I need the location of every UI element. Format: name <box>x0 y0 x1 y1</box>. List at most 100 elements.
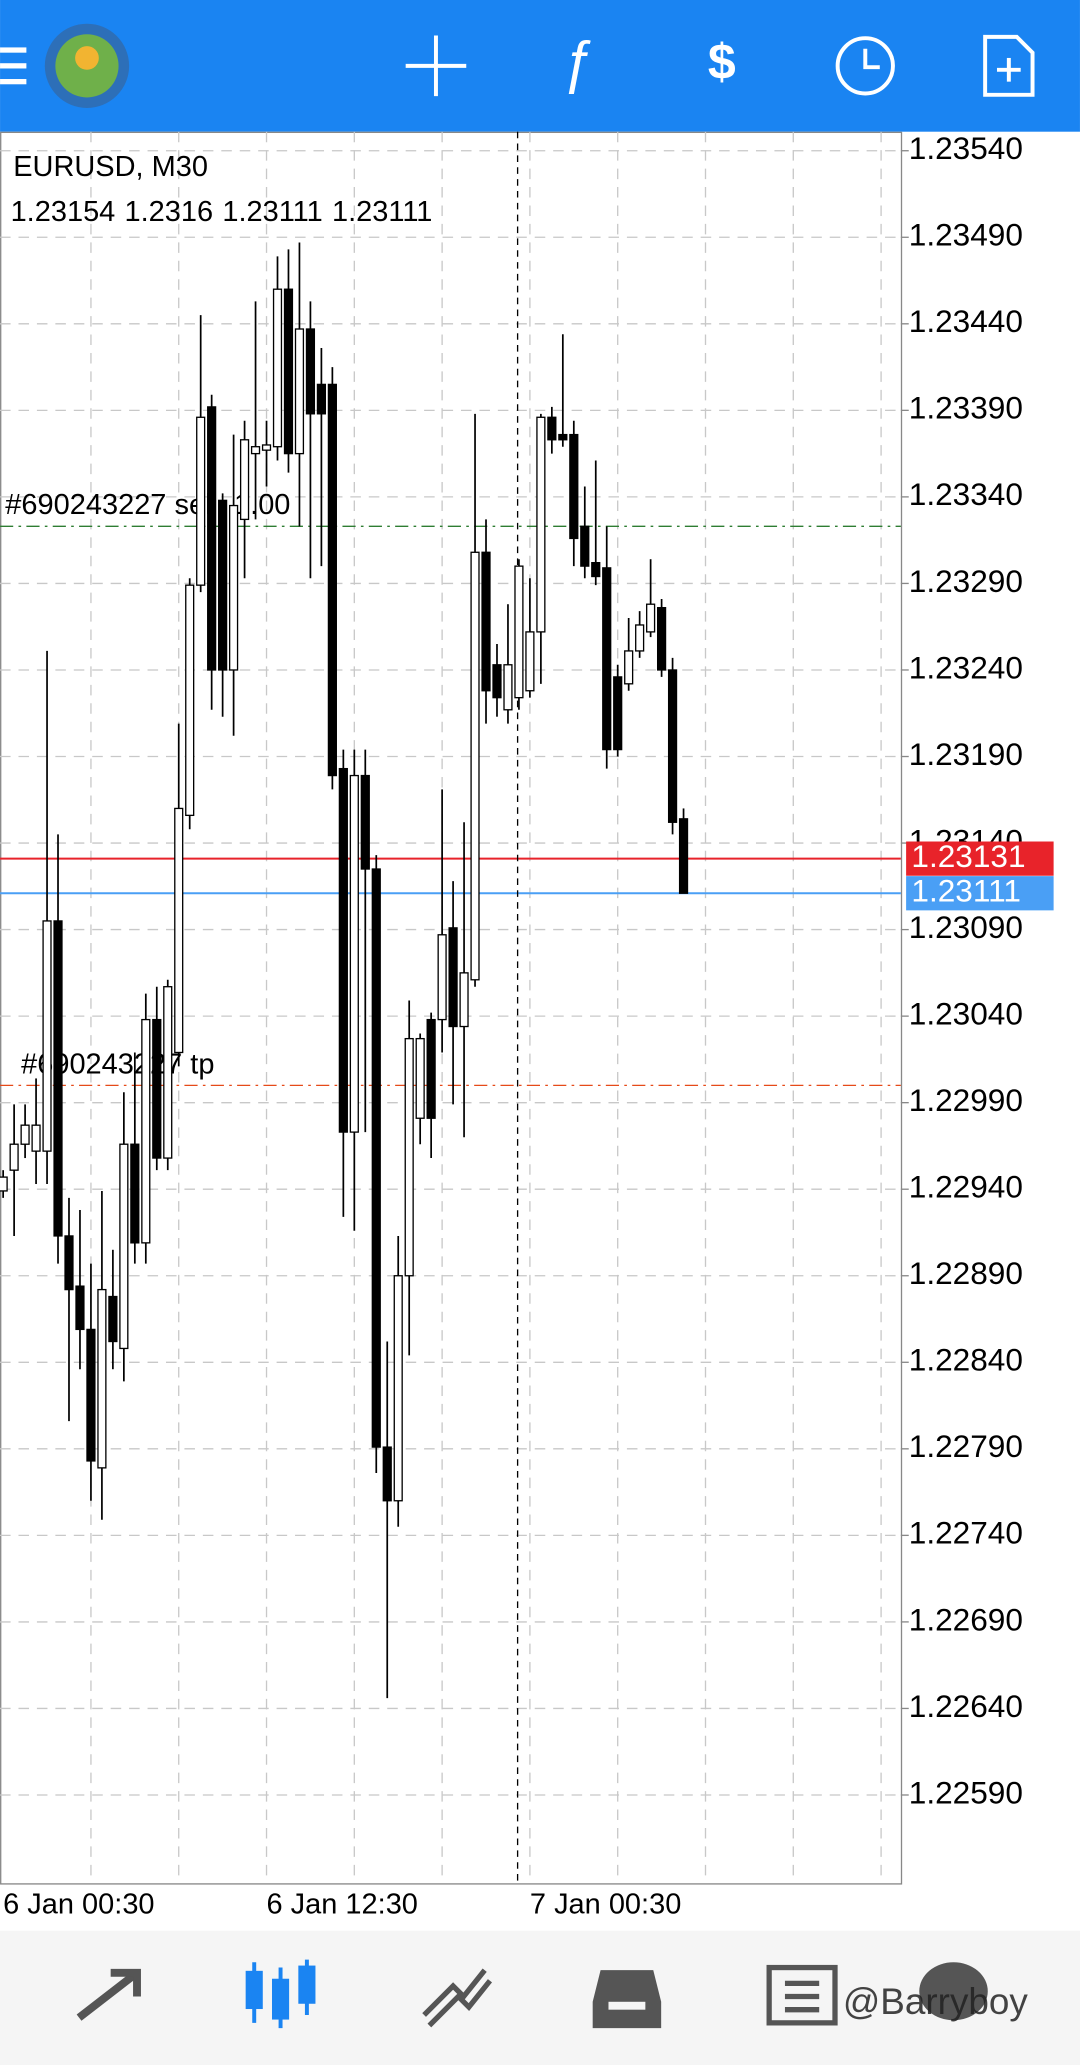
axis-labels: 1.22590 1.22640 1.22690 1.22740 1.22790 1.228… <box>3 130 1054 1920</box>
candle-body <box>294 328 305 455</box>
trade-button[interactable]: $ <box>708 34 736 90</box>
candle-body <box>64 1235 74 1291</box>
x-tick-label: 7 Jan 00:30 <box>530 1888 681 1920</box>
y-tick-label: 1.23340 <box>909 476 1023 512</box>
ohlc-readout: 1.23154 1.2316 1.23111 1.23111 <box>11 196 433 228</box>
candle-body <box>656 607 667 671</box>
watermark: @Barryboy <box>843 1981 1028 2022</box>
candle-body <box>525 631 535 692</box>
candle-body <box>250 446 261 455</box>
candle-body <box>382 1446 392 1502</box>
candle-body <box>218 499 228 671</box>
candle-body <box>174 807 184 1054</box>
y-tick-label: 1.22690 <box>909 1601 1023 1637</box>
candle-body <box>503 664 513 711</box>
y-tick-label: 1.23040 <box>909 995 1023 1031</box>
candle-body <box>547 416 557 441</box>
candle-body <box>514 565 524 699</box>
candle-body <box>426 1018 436 1119</box>
candle-body <box>470 551 480 981</box>
quotes-tab[interactable] <box>76 1968 141 2021</box>
candle-body <box>437 934 447 1021</box>
candle-body <box>75 1285 85 1331</box>
ohlc-value: 1.23154 <box>11 196 116 228</box>
timeframe-button[interactable] <box>835 36 895 96</box>
symbol-title: EURUSD, M30 <box>13 151 208 183</box>
candle-body <box>163 986 173 1159</box>
bid-box <box>906 876 1054 911</box>
top-bar <box>0 0 1080 132</box>
candle-body <box>316 383 327 415</box>
order-label: #690243227 tp <box>21 1048 214 1080</box>
candle-body <box>20 1124 30 1145</box>
y-tick-label: 1.22740 <box>909 1515 1023 1551</box>
candle-body <box>613 676 623 751</box>
candle-body <box>591 562 601 578</box>
candle-body <box>239 439 250 521</box>
candle-body <box>415 1037 425 1119</box>
candle-body <box>42 920 52 1152</box>
candle-body <box>448 927 458 1028</box>
candle-body <box>108 1295 118 1343</box>
candle-body <box>261 444 272 451</box>
y-tick-label: 1.22840 <box>909 1342 1023 1378</box>
y-tick-label: 1.22640 <box>909 1688 1023 1724</box>
ohlc-value: 1.2316 <box>125 196 214 228</box>
chat-tab[interactable] <box>919 1962 988 2021</box>
candle-body <box>53 920 63 1237</box>
candle-body <box>459 972 469 1028</box>
candle-body <box>283 288 294 455</box>
candle-body <box>349 774 359 1133</box>
bottom-bar <box>0 1930 1080 2065</box>
crosshair-button[interactable] <box>405 35 467 97</box>
ask-box <box>906 841 1054 876</box>
x-tick-label: 6 Jan 00:30 <box>3 1888 154 1920</box>
y-tick-label: 1.23540 <box>909 130 1023 166</box>
y-tick-label: 1.23390 <box>909 390 1023 426</box>
candle-body <box>272 288 283 448</box>
candles <box>0 242 689 1699</box>
candle-body <box>558 433 568 441</box>
candle-body <box>580 525 590 567</box>
candle-body <box>404 1037 414 1277</box>
candle-body <box>9 1143 19 1171</box>
news-tab[interactable] <box>766 1964 838 2026</box>
candle-body <box>228 504 239 671</box>
y-tick-label: 1.23190 <box>909 736 1023 772</box>
candle-body <box>481 551 491 692</box>
candle-body <box>536 416 546 633</box>
candle-body <box>152 1018 162 1159</box>
app-logo[interactable] <box>44 23 130 108</box>
chart-tab[interactable] <box>245 1959 316 2029</box>
y-tick-label: 1.23490 <box>909 217 1023 253</box>
candle-body <box>646 603 656 633</box>
candle-body <box>130 1143 140 1244</box>
y-tick-label: 1.22990 <box>909 1082 1023 1118</box>
new-order-button[interactable] <box>983 34 1035 97</box>
y-tick-label: 1.22590 <box>909 1774 1023 1810</box>
candle-body <box>207 406 217 671</box>
trade-tab[interactable] <box>422 1968 493 2028</box>
candle-body <box>86 1328 96 1462</box>
y-tick-label: 1.22790 <box>909 1428 1023 1464</box>
candle-body <box>667 669 678 823</box>
x-tick-label: 6 Jan 12:30 <box>267 1888 418 1920</box>
candle-body <box>185 584 195 817</box>
candle-body <box>678 818 689 894</box>
candle-body <box>371 868 381 1448</box>
indicators-button[interactable]: ƒ <box>561 30 593 94</box>
candle-body <box>393 1275 403 1502</box>
ohlc-value: 1.23111 <box>332 196 432 228</box>
ask-label: 1.23131 <box>911 838 1025 874</box>
candle-body <box>141 1018 151 1244</box>
ohlc-value: 1.23111 <box>222 196 322 228</box>
history-tab[interactable] <box>592 1970 662 2029</box>
menu-button[interactable] <box>0 47 27 85</box>
y-tick-label: 1.23290 <box>909 563 1023 599</box>
candle-body <box>119 1143 129 1350</box>
y-tick-label: 1.23090 <box>909 909 1023 945</box>
candle-body <box>635 624 645 652</box>
candle-body <box>492 664 502 699</box>
y-tick-label: 1.22940 <box>909 1169 1023 1205</box>
